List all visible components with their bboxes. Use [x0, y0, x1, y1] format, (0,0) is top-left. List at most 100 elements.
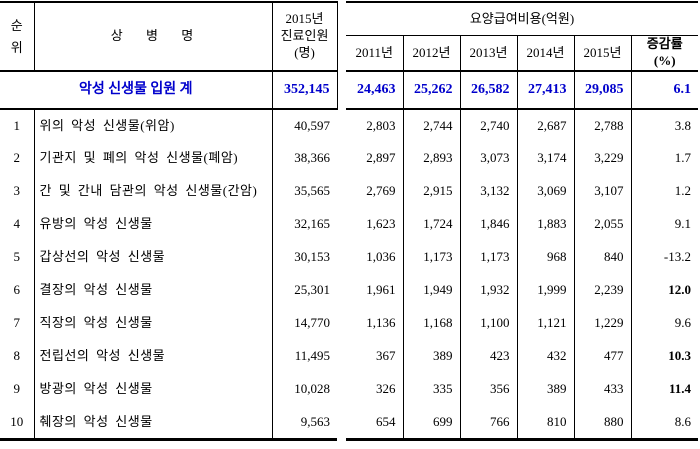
rank-cell: 2	[0, 142, 35, 175]
cost-cell: 880	[573, 406, 631, 439]
rate-header-line2: (%)	[653, 52, 676, 68]
cost-cell: 433	[573, 373, 631, 406]
table-row-left: 4 유방의 악성 신생물 32,165	[0, 208, 337, 241]
table-row-right: 2,897 2,893 3,073 3,174 3,229 1.7	[346, 142, 698, 175]
cost-cell: 356	[459, 373, 517, 406]
cost-cell: 1,173	[402, 241, 460, 274]
table-row-left: 5 갑상선의 악성 신생물 30,153	[0, 241, 337, 274]
rate-cell: 8.6	[630, 406, 698, 439]
cost-cell: 2,769	[366, 183, 396, 199]
rank-cell: 9	[0, 373, 35, 406]
patients-cell: 30,153	[294, 249, 330, 265]
disease-name-cell: 갑상선의 악성 신생물	[34, 241, 273, 274]
summary-row-right: 24,463 25,262 26,582 27,413 29,085 6.1	[346, 71, 698, 110]
cost-cell: 2,915	[402, 175, 460, 208]
patients-cell: 9,563	[300, 413, 330, 429]
rank-header-line1: 순	[10, 18, 23, 34]
years-header-row: 2011년 2012년 2013년 2014년 2015년 증감률 (%)	[346, 35, 698, 72]
cost-cell: 654	[376, 413, 396, 429]
cost-cell: 1,136	[366, 315, 396, 331]
patients-cell: 14,770	[294, 315, 330, 331]
cost-cell: 3,107	[573, 175, 631, 208]
patients-cell: 32,165	[294, 216, 330, 232]
cost-cell: 840	[573, 241, 631, 274]
cost-cell: 335	[402, 373, 460, 406]
cost-cell: 1,724	[402, 208, 460, 241]
cost-cell: 2,239	[573, 274, 631, 307]
disease-name-cell: 췌장의 악성 신생물	[34, 406, 273, 439]
cost-cell: 1,036	[366, 249, 396, 265]
rate-cell: 10.3	[630, 340, 698, 373]
table-row-left: 1 위의 악성 신생물(위암) 40,597	[0, 109, 337, 142]
rate-cell: -13.2	[630, 241, 698, 274]
cost-cell: 389	[516, 373, 574, 406]
right-table-body: 24,463 25,262 26,582 27,413 29,085 6.1 2…	[346, 71, 698, 439]
year-header-2012: 2012년	[402, 35, 460, 72]
patients-cell: 10,028	[294, 381, 330, 397]
cost-cell: 326	[376, 381, 396, 397]
cost-cell: 2,803	[366, 117, 396, 133]
rate-cell: 1.7	[630, 142, 698, 175]
cost-cell: 1,623	[366, 216, 396, 232]
rate-cell: 12.0	[630, 274, 698, 307]
cost-cell: 2,893	[402, 142, 460, 175]
cost-cell: 2,788	[573, 109, 631, 142]
summary-cost-2013: 26,582	[459, 71, 517, 110]
disease-name-cell: 기관지 및 폐의 악성 신생물(폐암)	[34, 142, 273, 175]
table-row-right: 326 335 356 389 433 11.4	[346, 373, 698, 406]
cost-cell: 1,173	[459, 241, 517, 274]
cost-cell: 1,999	[516, 274, 574, 307]
table-row-left: 8 전립선의 악성 신생물 11,495	[0, 340, 337, 373]
table-row-right: 1,036 1,173 1,173 968 840 -13.2	[346, 241, 698, 274]
patients-cell: 35,565	[294, 183, 330, 199]
left-header-row: 순 위 상 병 명 2015년 진료인원 (명)	[0, 2, 338, 72]
cost-cell: 1,949	[402, 274, 460, 307]
year-header-2013: 2013년	[459, 35, 517, 72]
rank-cell: 4	[0, 208, 35, 241]
cost-cell: 2,055	[573, 208, 631, 241]
cost-cell: 2,897	[366, 150, 396, 166]
rank-header-line2: 위	[10, 39, 23, 55]
cost-group-row: 요양급여비용(억원)	[346, 2, 698, 36]
summary-rate: 6.1	[630, 71, 698, 110]
patients-header: 2015년 진료인원 (명)	[272, 2, 338, 72]
year-header-2014: 2014년	[516, 35, 574, 72]
cost-cell: 432	[516, 340, 574, 373]
table-row-right: 2,803 2,744 2,740 2,687 2,788 3.8	[346, 109, 698, 142]
cost-cell: 3,132	[459, 175, 517, 208]
patients-header-line3: (명)	[294, 44, 315, 60]
cost-cell: 1,168	[402, 307, 460, 340]
disease-name-cell: 전립선의 악성 신생물	[34, 340, 273, 373]
table-row-right: 2,769 2,915 3,132 3,069 3,107 1.2	[346, 175, 698, 208]
cost-cell: 1,961	[366, 282, 396, 298]
left-table-body: 악성 신생물 입원 계 352,145 1 위의 악성 신생물(위암) 40,597…	[0, 71, 338, 439]
patients-cell: 11,495	[294, 348, 330, 364]
disease-name-cell: 간 및 간내 담관의 악성 신생물(간암)	[34, 175, 273, 208]
cost-cell: 2,744	[402, 109, 460, 142]
cost-cell: 2,687	[516, 109, 574, 142]
cost-group-header: 요양급여비용(억원)	[346, 2, 698, 36]
summary-cost-2014: 27,413	[516, 71, 574, 110]
table-row-right: 1,623 1,724 1,846 1,883 2,055 9.1	[346, 208, 698, 241]
cost-cell: 1,932	[459, 274, 517, 307]
rate-header-line1: 증감률	[646, 35, 683, 51]
rate-cell: 9.6	[630, 307, 698, 340]
cost-cell: 3,229	[573, 142, 631, 175]
patients-header-line2: 진료인원	[280, 28, 329, 44]
rank-header: 순 위	[0, 2, 35, 72]
rank-cell: 5	[0, 241, 35, 274]
cost-cell: 1,229	[573, 307, 631, 340]
table-row-right: 1,136 1,168 1,100 1,121 1,229 9.6	[346, 307, 698, 340]
cost-cell: 3,069	[516, 175, 574, 208]
table-row-left: 10 췌장의 악성 신생물 9,563	[0, 406, 337, 439]
rate-cell: 1.2	[630, 175, 698, 208]
table-row-left: 6 결장의 악성 신생물 25,301	[0, 274, 337, 307]
cost-cell: 367	[376, 348, 396, 364]
cost-cell: 389	[402, 340, 460, 373]
summary-row-left: 악성 신생물 입원 계 352,145	[0, 71, 338, 110]
table-row-right: 654 699 766 810 880 8.6	[346, 406, 698, 439]
summary-label: 악성 신생물 입원 계	[0, 71, 273, 110]
cost-cell: 1,846	[459, 208, 517, 241]
cost-cell: 766	[459, 406, 517, 439]
